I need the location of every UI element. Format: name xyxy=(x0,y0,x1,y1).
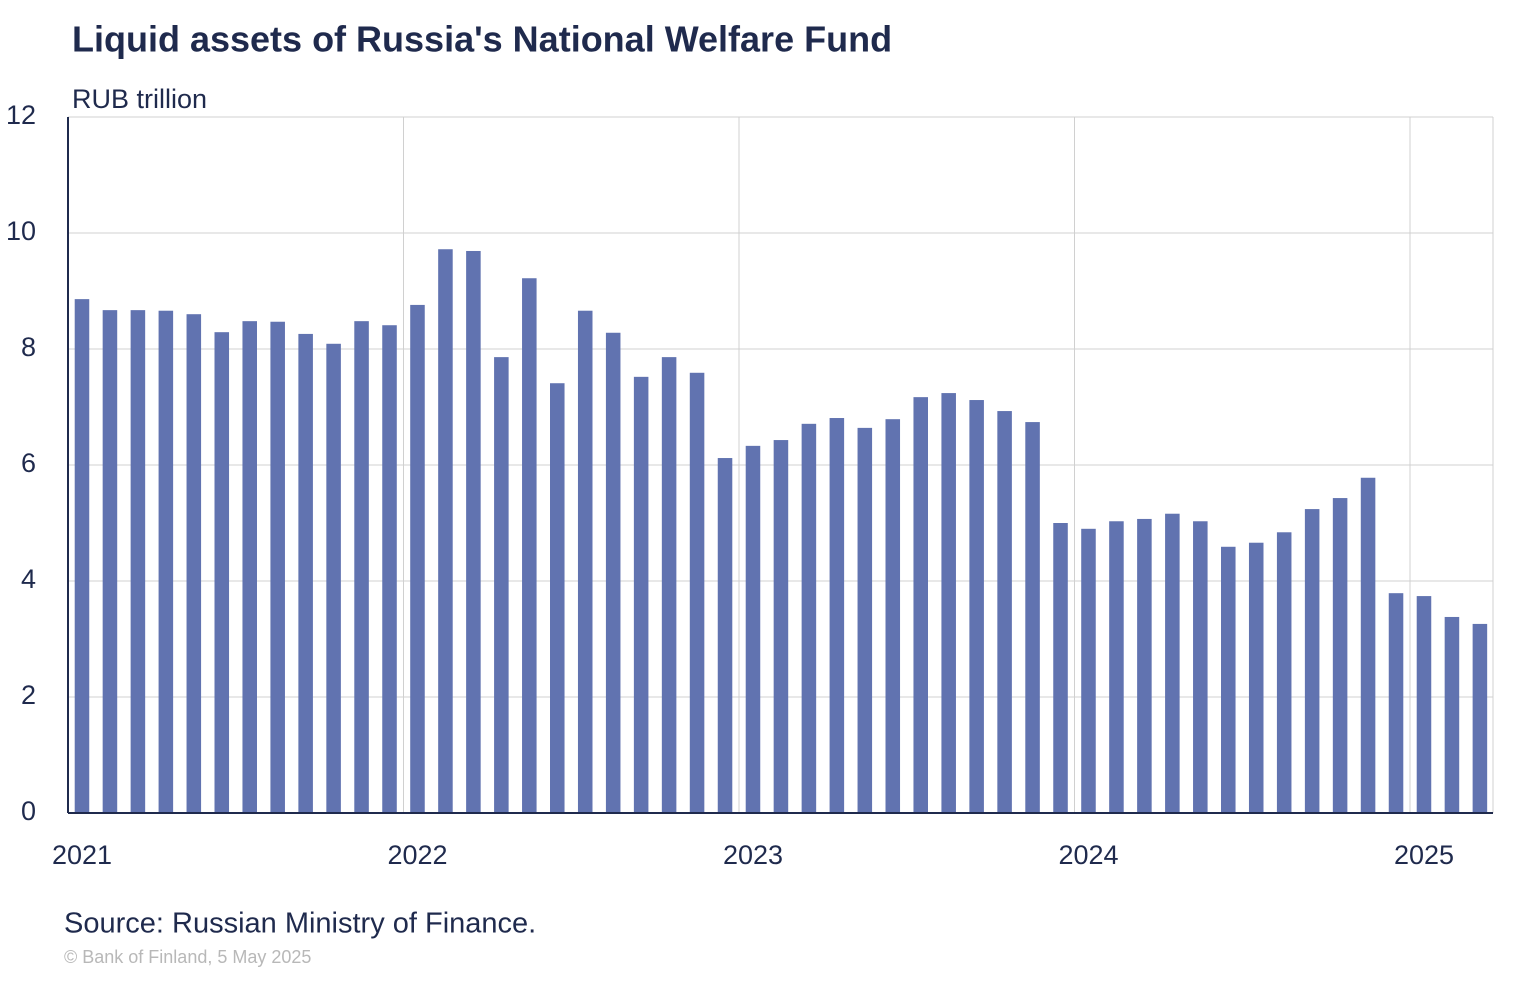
bar xyxy=(913,397,928,813)
bar xyxy=(186,314,202,813)
bar xyxy=(1444,616,1460,813)
bar xyxy=(270,321,285,813)
bar xyxy=(1360,477,1376,813)
bar xyxy=(1165,513,1180,813)
y-tick-label: 0 xyxy=(21,796,36,826)
bar xyxy=(522,278,537,813)
chart-subtitle: RUB trillion xyxy=(72,84,207,114)
bar xyxy=(74,299,90,813)
bar xyxy=(1053,523,1068,813)
bar xyxy=(1276,532,1292,813)
y-tick-label: 10 xyxy=(6,216,36,246)
bar xyxy=(661,357,677,813)
bar xyxy=(354,321,369,813)
bar xyxy=(969,400,984,813)
bar xyxy=(577,310,593,813)
bar xyxy=(158,310,174,813)
x-tick-label: 2023 xyxy=(723,840,783,870)
bar xyxy=(1472,623,1488,813)
bar xyxy=(1332,498,1348,813)
bar xyxy=(1416,596,1432,813)
x-tick-label: 2022 xyxy=(387,840,447,870)
bar xyxy=(717,458,733,813)
bar xyxy=(829,418,845,813)
x-tick-label: 2025 xyxy=(1394,840,1454,870)
bar xyxy=(550,383,565,813)
bar xyxy=(633,376,649,813)
bar xyxy=(466,250,481,814)
y-tick-label: 6 xyxy=(21,448,36,478)
bar xyxy=(1304,509,1320,813)
bar xyxy=(689,372,705,813)
bar xyxy=(242,321,257,813)
x-tick-label: 2021 xyxy=(52,840,112,870)
bar xyxy=(102,310,118,813)
bar xyxy=(326,343,341,813)
bar xyxy=(1221,546,1236,813)
bar xyxy=(494,357,509,813)
credit: © Bank of Finland, 5 May 2025 xyxy=(64,947,311,967)
bar xyxy=(410,304,425,813)
bar xyxy=(605,332,621,813)
bar xyxy=(1193,521,1208,813)
y-tick-label: 4 xyxy=(21,564,36,594)
bar xyxy=(801,423,817,813)
bar xyxy=(382,325,397,813)
bar xyxy=(130,310,146,813)
y-tick-label: 12 xyxy=(6,100,36,130)
bar xyxy=(1137,518,1152,813)
bar xyxy=(438,249,453,814)
bar xyxy=(773,440,789,813)
bar xyxy=(1248,542,1264,813)
bar xyxy=(997,411,1012,813)
bar xyxy=(745,445,761,813)
chart-title: Liquid assets of Russia's National Welfa… xyxy=(72,19,892,60)
bar xyxy=(1081,528,1096,813)
bar xyxy=(298,333,313,813)
source: Source: Russian Ministry of Finance. xyxy=(64,908,536,940)
x-tick-label: 2024 xyxy=(1058,840,1118,870)
bar xyxy=(214,332,230,813)
y-tick-label: 8 xyxy=(21,332,36,362)
bar xyxy=(885,419,901,813)
bar xyxy=(1388,593,1404,813)
bar xyxy=(857,427,873,813)
bar xyxy=(1025,422,1040,813)
y-tick-label: 2 xyxy=(21,680,36,710)
bar xyxy=(1109,521,1124,813)
bar xyxy=(941,393,956,813)
